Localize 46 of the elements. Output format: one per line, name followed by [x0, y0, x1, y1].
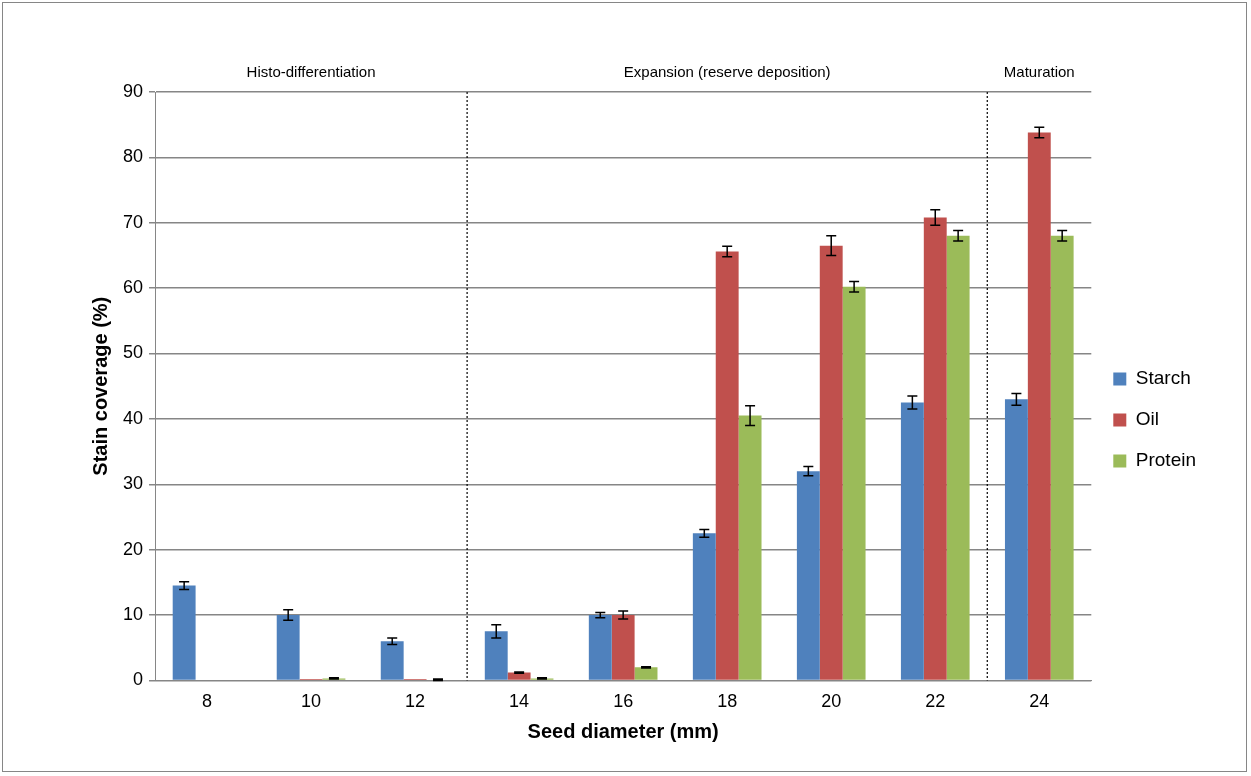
- y-tick-label: 10: [122, 603, 144, 624]
- bar: [692, 533, 716, 680]
- y-tick-label: 40: [122, 407, 144, 428]
- y-tick-label: 30: [122, 473, 144, 494]
- legend-label: Protein: [1135, 449, 1196, 471]
- y-axis-title: Stain coverage (%): [88, 296, 111, 476]
- x-tick-label: 22: [925, 691, 946, 712]
- bar: [842, 286, 866, 680]
- y-tick-label: 20: [122, 538, 144, 559]
- x-tick-label: 14: [509, 691, 530, 712]
- bar: [172, 585, 196, 680]
- x-tick-label: 24: [1029, 691, 1050, 712]
- bar: [484, 631, 508, 680]
- bar: [715, 251, 739, 680]
- bar: [1027, 132, 1051, 680]
- bar: [634, 667, 658, 680]
- text: Expansion (reserve deposition): [623, 62, 831, 80]
- y-tick-label: 80: [122, 146, 144, 167]
- y-tick-label: 0: [133, 669, 144, 690]
- bar: [1050, 235, 1074, 680]
- bar: [819, 245, 843, 680]
- x-axis-title: Seed diameter (mm): [527, 719, 719, 742]
- x-tick-label: 10: [301, 691, 322, 712]
- bar: [738, 415, 762, 680]
- bar: [796, 471, 820, 680]
- y-tick-label: 70: [122, 211, 144, 232]
- y-tick-label: 90: [122, 80, 144, 101]
- y-tick-label: 60: [122, 277, 144, 298]
- bar: [946, 235, 970, 680]
- x-tick-label: 8: [202, 691, 213, 712]
- text: Histo-differentiation: [246, 62, 376, 80]
- y-tick-label: 50: [122, 342, 144, 363]
- text: Maturation: [1003, 62, 1075, 80]
- x-tick-label: 18: [717, 691, 738, 712]
- x-tick-label: 16: [613, 691, 634, 712]
- bar: [276, 615, 300, 680]
- bar: [611, 615, 635, 680]
- bar: [380, 641, 404, 680]
- x-tick-label: 20: [821, 691, 842, 712]
- x-tick-label: 12: [405, 691, 426, 712]
- bar: [923, 217, 947, 680]
- bar: [900, 402, 924, 680]
- bar: [588, 615, 612, 680]
- legend-label: Oil: [1135, 408, 1160, 430]
- bar: [1004, 399, 1028, 680]
- legend-label: Starch: [1135, 367, 1191, 389]
